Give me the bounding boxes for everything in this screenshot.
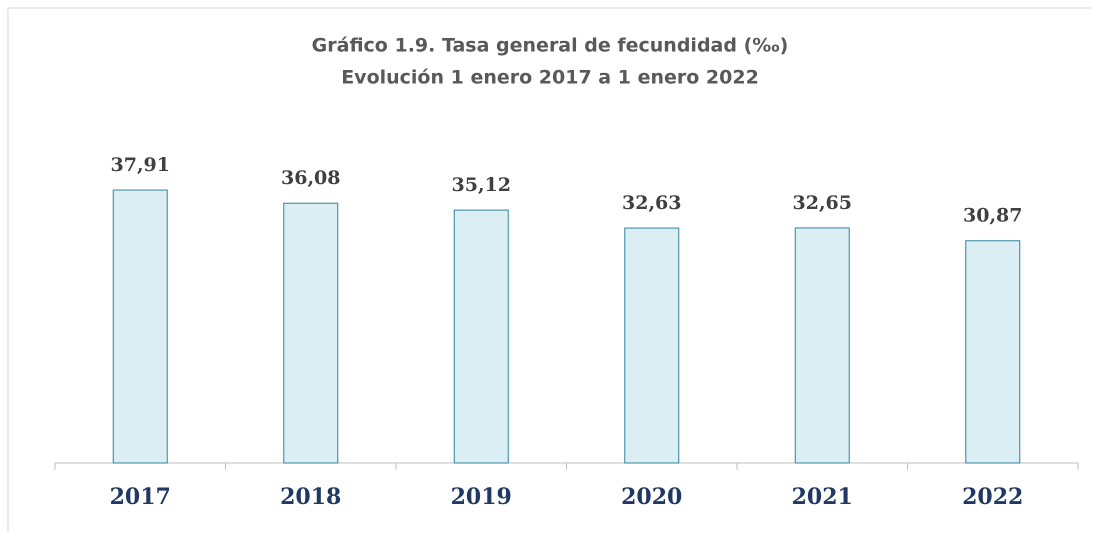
data-label: 36,08: [281, 167, 341, 189]
bar: [453, 209, 509, 464]
chart-subtitle: Evolución 1 enero 2017 a 1 enero 2022: [341, 67, 759, 89]
bar: [794, 227, 850, 464]
x-tick-label: 2022: [962, 484, 1023, 510]
chart-title: Gráfico 1.9. Tasa general de fecundidad …: [312, 35, 789, 57]
bar: [965, 240, 1021, 464]
data-label: 32,65: [793, 192, 853, 214]
x-tick-label: 2018: [280, 484, 341, 510]
bar: [624, 227, 680, 464]
data-label: 32,63: [622, 192, 682, 214]
x-tick-label: 2017: [110, 484, 171, 510]
x-tick-label: 2021: [792, 484, 853, 510]
x-tick-label: 2019: [451, 484, 512, 510]
bar: [283, 202, 339, 464]
x-tick-label: 2020: [621, 484, 682, 510]
data-label: 37,91: [111, 154, 171, 176]
data-label: 30,87: [963, 205, 1023, 227]
bar: [112, 189, 168, 464]
data-label: 35,12: [452, 174, 512, 196]
